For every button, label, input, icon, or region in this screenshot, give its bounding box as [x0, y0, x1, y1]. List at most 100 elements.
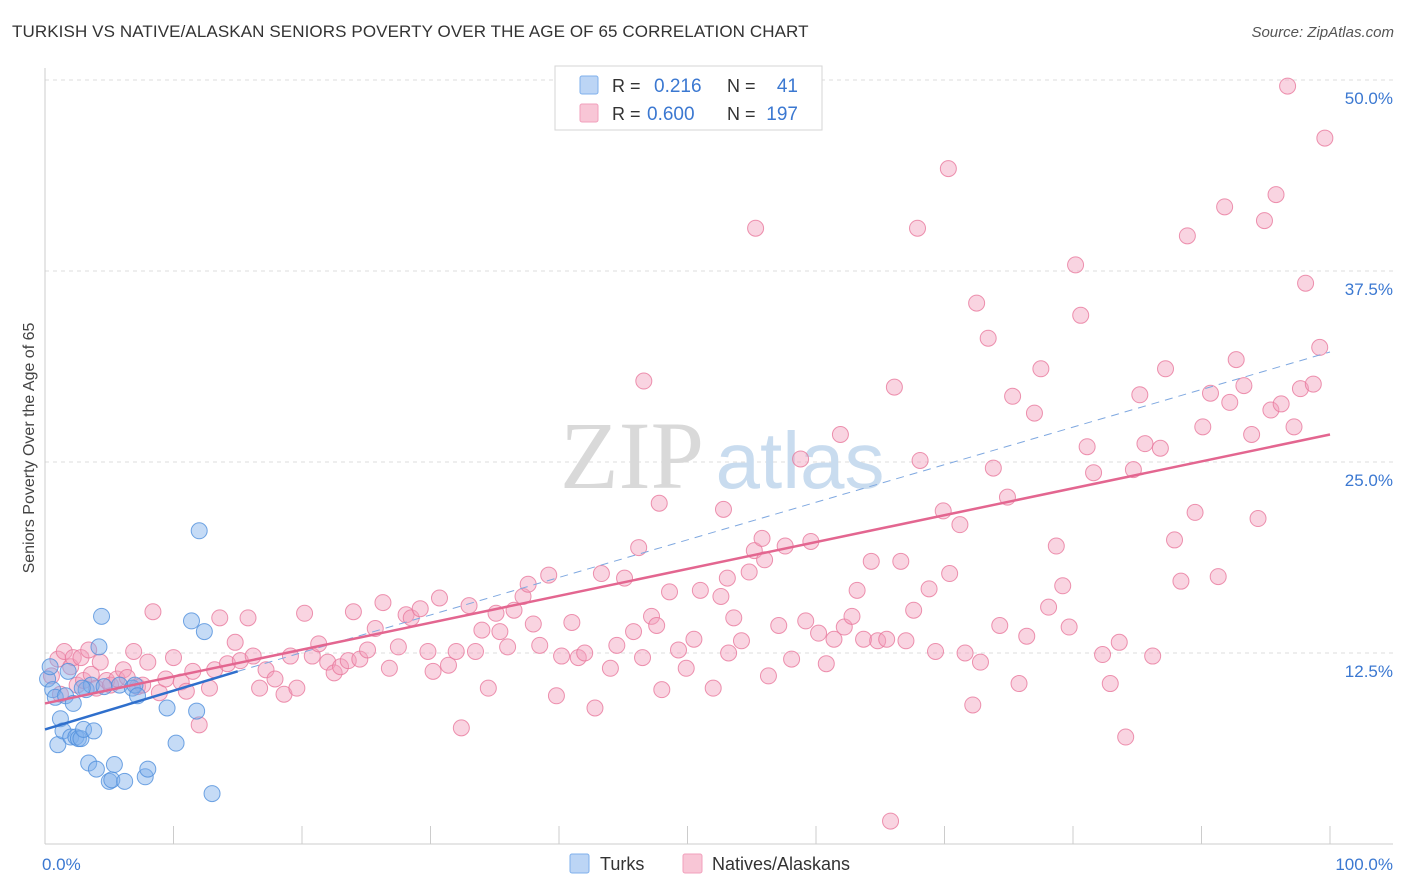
data-point-natives: [725, 609, 743, 627]
data-point-natives: [374, 594, 392, 612]
data-point-natives: [1235, 377, 1253, 395]
data-point-natives: [424, 662, 442, 680]
chart-title: TURKISH VS NATIVE/ALASKAN SENIORS POVERT…: [12, 22, 809, 41]
data-point-natives: [956, 644, 974, 662]
data-point-natives: [1243, 425, 1261, 443]
data-point-turks: [190, 522, 208, 540]
y-tick-label: 12.5%: [1345, 662, 1393, 681]
bottom-legend-natives: Natives/Alaskans: [712, 854, 850, 874]
data-point-natives: [452, 719, 470, 737]
data-point-turks: [41, 658, 59, 676]
y-tick-label: 25.0%: [1345, 471, 1393, 490]
legend-r-label-natives: R =: [612, 104, 641, 124]
legend-r-value-natives: 0.600: [647, 104, 695, 125]
data-point-natives: [920, 580, 938, 598]
data-point-turks: [59, 662, 77, 680]
series-legend: Turks Natives/Alaskans: [569, 853, 850, 874]
data-point-natives: [1085, 464, 1103, 482]
data-point-natives: [892, 552, 910, 570]
data-point-natives: [1172, 572, 1190, 590]
data-point-natives: [670, 641, 688, 659]
bottom-swatch-turks: [569, 853, 590, 874]
data-point-natives: [869, 632, 887, 650]
data-point-natives: [344, 603, 362, 621]
data-point-natives: [1117, 728, 1135, 746]
bottom-swatch-natives: [682, 853, 703, 874]
data-point-natives: [979, 329, 997, 347]
data-point-natives: [1078, 438, 1096, 456]
data-point-natives: [125, 642, 143, 660]
data-point-natives: [319, 653, 337, 671]
data-point-natives: [712, 587, 730, 605]
data-point-natives: [608, 636, 626, 654]
data-point-natives: [288, 679, 306, 697]
data-point-natives: [927, 642, 945, 660]
data-point-natives: [586, 699, 604, 717]
data-point-natives: [296, 604, 314, 622]
data-point-natives: [1144, 647, 1162, 665]
data-point-natives: [411, 600, 429, 618]
legend-n-value-turks: 41: [777, 76, 798, 97]
trend-line-ext-turks: [237, 351, 1331, 672]
data-point-natives: [1151, 439, 1169, 457]
data-point-natives: [718, 569, 736, 587]
data-point-natives: [1249, 510, 1267, 528]
data-point-natives: [848, 581, 866, 599]
data-point-natives: [1272, 395, 1290, 413]
axis-layer: [44, 68, 1393, 845]
data-point-natives: [397, 606, 415, 624]
data-point-natives: [1018, 627, 1036, 645]
data-point-natives: [592, 565, 610, 583]
data-point-natives: [653, 681, 671, 699]
legend-n-value-natives: 197: [766, 104, 798, 125]
data-point-natives: [563, 613, 581, 631]
data-point-turks: [116, 772, 134, 790]
data-point-natives: [139, 653, 157, 671]
data-point-natives: [1094, 646, 1112, 664]
data-point-natives: [810, 624, 828, 642]
x-tick-label-min: 0.0%: [42, 855, 81, 874]
data-point-natives: [1291, 380, 1309, 398]
data-point-turks: [188, 702, 206, 720]
data-point-natives: [685, 630, 703, 648]
data-point-natives: [677, 659, 695, 677]
data-point-natives: [1004, 387, 1022, 405]
data-point-natives: [359, 641, 377, 659]
data-point-turks: [93, 607, 111, 625]
y-tick-label: 37.5%: [1345, 280, 1393, 299]
data-point-natives: [531, 636, 549, 654]
data-point-natives: [971, 653, 989, 671]
data-point-natives: [55, 642, 73, 660]
data-point-natives: [630, 539, 648, 557]
data-point-natives: [239, 609, 257, 627]
data-point-natives: [634, 649, 652, 667]
data-point-natives: [1216, 198, 1234, 216]
data-point-natives: [1010, 675, 1028, 693]
chart-source: Source: ZipAtlas.com: [1251, 24, 1394, 41]
data-point-natives: [714, 500, 732, 518]
data-point-natives: [862, 552, 880, 570]
data-point-natives: [1047, 537, 1065, 555]
data-point-natives: [190, 716, 208, 734]
points-layer: [39, 77, 1334, 830]
data-point-natives: [625, 623, 643, 641]
data-point-natives: [984, 459, 1002, 477]
data-point-natives: [720, 644, 738, 662]
data-point-natives: [776, 537, 794, 555]
data-point-natives: [576, 644, 594, 662]
data-point-natives: [547, 687, 565, 705]
data-point-natives: [831, 425, 849, 443]
data-point-turks: [105, 756, 123, 774]
data-point-turks: [85, 722, 103, 740]
data-point-natives: [226, 633, 244, 651]
data-point-natives: [1194, 418, 1212, 436]
data-point-natives: [1311, 338, 1329, 356]
data-point-natives: [817, 655, 835, 673]
data-point-natives: [691, 581, 709, 599]
data-point-natives: [430, 589, 448, 607]
data-point-natives: [251, 679, 269, 697]
legend-swatch-natives: [579, 103, 599, 123]
data-point-natives: [635, 372, 653, 390]
data-point-natives: [1072, 306, 1090, 324]
